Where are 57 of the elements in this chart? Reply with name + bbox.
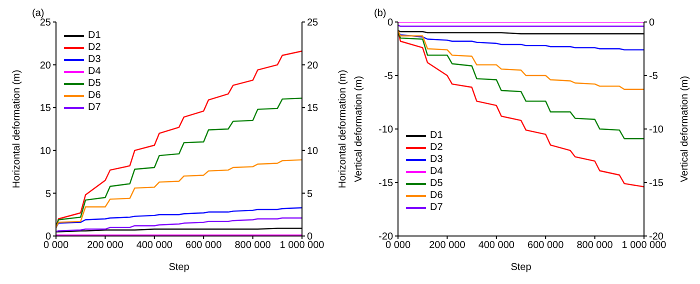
y2-tick-label: -10 — [649, 124, 664, 136]
x-tick-label: 0 000 — [385, 240, 411, 252]
legend-label: D4 — [88, 66, 101, 78]
legend-label: D1 — [88, 30, 101, 42]
x-tick-label: 800 000 — [234, 240, 272, 252]
y-tick-label: 15 — [40, 103, 52, 114]
y2-tick-label: 25 — [307, 18, 319, 29]
legend-label: D4 — [430, 166, 443, 178]
x-tick-label: 800 000 — [576, 240, 614, 252]
line-series — [398, 31, 644, 50]
line-series — [398, 30, 644, 90]
legend-label: D5 — [88, 78, 101, 90]
y-axis-title: Vertical deformation (m) — [354, 76, 365, 182]
y-tick-label: -15 — [378, 178, 394, 190]
legend-label: D3 — [430, 154, 443, 166]
x-tick-label: 1 000 000 — [280, 240, 325, 252]
line-series — [56, 207, 302, 228]
legend-label: D7 — [88, 102, 101, 114]
y-tick-label: -10 — [378, 124, 394, 136]
legend-label: D7 — [430, 202, 443, 214]
legend-label: D5 — [430, 178, 443, 190]
y-tick-label: -5 — [384, 71, 394, 82]
y2-axis-title: Vertical deformation (m) — [680, 76, 691, 182]
y2-tick-label: 10 — [307, 146, 319, 157]
legend-label: D2 — [430, 142, 443, 154]
y2-tick-label: -15 — [649, 178, 664, 190]
x-tick-label: 600 000 — [186, 240, 222, 252]
x-tick-label: 200 000 — [429, 240, 466, 252]
x-tick-label: 0 000 — [43, 240, 69, 252]
legend-label: D2 — [88, 42, 101, 54]
line-series — [56, 159, 302, 228]
y2-tick-label: 20 — [307, 60, 319, 72]
line-series — [56, 217, 302, 232]
legend-label: D1 — [430, 130, 443, 142]
y2-tick-label: -5 — [649, 71, 658, 82]
x-tick-label: 400 000 — [136, 240, 173, 252]
y-tick-label: 5 — [45, 188, 52, 200]
x-axis-title: Step — [168, 262, 190, 273]
y2-tick-label: 5 — [307, 188, 313, 200]
legend-label: D6 — [88, 90, 101, 102]
chart-title: (a) — [32, 8, 44, 19]
y2-tick-label: 15 — [307, 103, 319, 114]
legend-label: D6 — [430, 190, 443, 202]
y-tick-label: 10 — [40, 146, 52, 157]
x-tick-label: 200 000 — [87, 240, 124, 252]
chart-title: (b) — [374, 8, 386, 19]
x-tick-label: 400 000 — [478, 240, 515, 252]
x-tick-label: 600 000 — [528, 240, 564, 252]
y-tick-label: 25 — [40, 18, 52, 29]
legend-label: D3 — [88, 54, 101, 66]
y-tick-label: 0 — [387, 18, 394, 29]
y-axis-title: Horizontal deformation (m) — [12, 70, 23, 188]
x-tick-label: 1 000 000 — [622, 240, 667, 252]
y2-tick-label: 0 — [649, 18, 655, 29]
y-tick-label: 20 — [40, 60, 52, 72]
x-axis-title: Step — [510, 262, 532, 273]
y2-axis-title: Horizontal deformation (m) — [338, 70, 349, 188]
